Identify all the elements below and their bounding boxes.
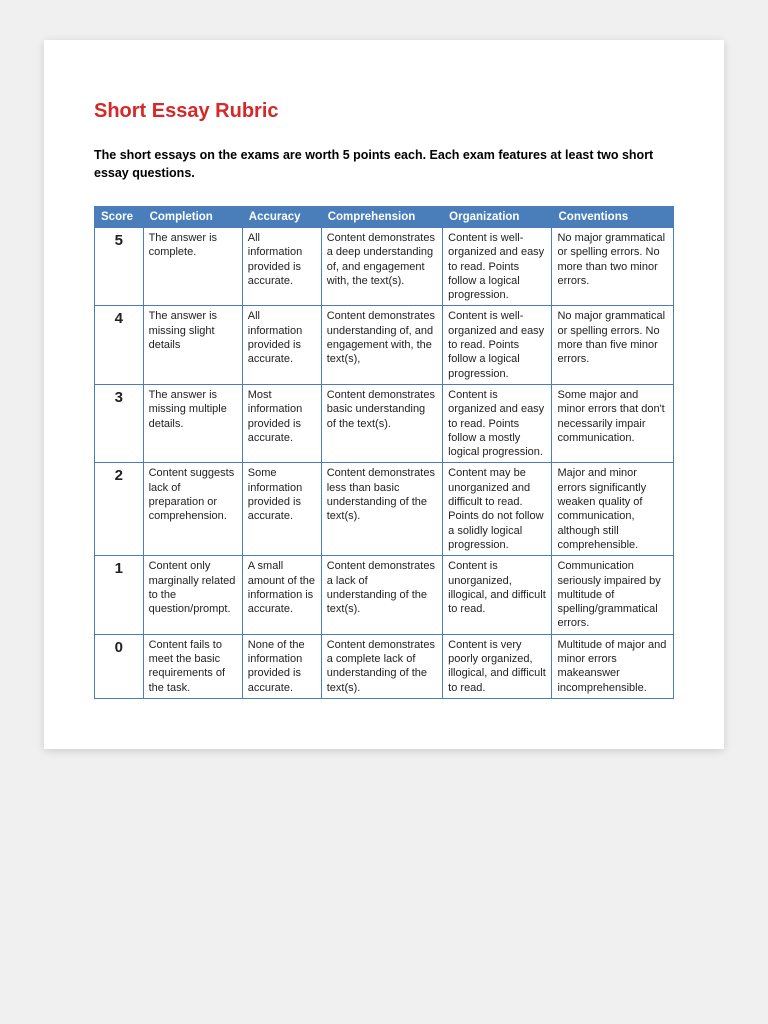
organization-cell: Content is well-organized and easy to re…	[443, 306, 552, 384]
conventions-cell: Major and minor errors significantly wea…	[552, 463, 674, 556]
conventions-cell: No major grammatical or spelling errors.…	[552, 228, 674, 306]
table-row: 4 The answer is missing slight details A…	[95, 306, 674, 384]
conventions-cell: No major grammatical or spelling errors.…	[552, 306, 674, 384]
score-cell: 2	[95, 463, 144, 556]
completion-cell: Content suggests lack of preparation or …	[143, 463, 242, 556]
completion-cell: The answer is missing multiple details.	[143, 384, 242, 462]
score-cell: 5	[95, 228, 144, 306]
comprehension-cell: Content demonstrates understanding of, a…	[321, 306, 442, 384]
col-header-completion: Completion	[143, 207, 242, 228]
organization-cell: Content is organized and easy to read. P…	[443, 384, 552, 462]
table-row: 2 Content suggests lack of preparation o…	[95, 463, 674, 556]
comprehension-cell: Content demonstrates a complete lack of …	[321, 634, 442, 698]
accuracy-cell: All information provided is accurate.	[242, 228, 321, 306]
accuracy-cell: Most information provided is accurate.	[242, 384, 321, 462]
score-cell: 0	[95, 634, 144, 698]
organization-cell: Content may be unorganized and difficult…	[443, 463, 552, 556]
completion-cell: Content fails to meet the basic requirem…	[143, 634, 242, 698]
page-title: Short Essay Rubric	[94, 100, 674, 123]
accuracy-cell: All information provided is accurate.	[242, 306, 321, 384]
table-row: 0 Content fails to meet the basic requir…	[95, 634, 674, 698]
col-header-accuracy: Accuracy	[242, 207, 321, 228]
accuracy-cell: Some information provided is accurate.	[242, 463, 321, 556]
score-cell: 3	[95, 384, 144, 462]
table-row: 1 Content only marginally related to the…	[95, 556, 674, 634]
score-cell: 4	[95, 306, 144, 384]
completion-cell: The answer is missing slight details	[143, 306, 242, 384]
comprehension-cell: Content demonstrates a lack of understan…	[321, 556, 442, 634]
table-row: 5 The answer is complete. All informatio…	[95, 228, 674, 306]
document-page: Short Essay Rubric The short essays on t…	[44, 40, 724, 749]
conventions-cell: Communication seriously impaired by mult…	[552, 556, 674, 634]
completion-cell: Content only marginally related to the q…	[143, 556, 242, 634]
table-header-row: Score Completion Accuracy Comprehension …	[95, 207, 674, 228]
rubric-table: Score Completion Accuracy Comprehension …	[94, 206, 674, 699]
score-cell: 1	[95, 556, 144, 634]
accuracy-cell: None of the information provided is accu…	[242, 634, 321, 698]
col-header-score: Score	[95, 207, 144, 228]
table-row: 3 The answer is missing multiple details…	[95, 384, 674, 462]
intro-text: The short essays on the exams are worth …	[94, 147, 674, 182]
col-header-conventions: Conventions	[552, 207, 674, 228]
organization-cell: Content is very poorly organized, illogi…	[443, 634, 552, 698]
organization-cell: Content is unorganized, illogical, and d…	[443, 556, 552, 634]
col-header-organization: Organization	[443, 207, 552, 228]
comprehension-cell: Content demonstrates a deep understandin…	[321, 228, 442, 306]
comprehension-cell: Content demonstrates basic understanding…	[321, 384, 442, 462]
conventions-cell: Multitude of major and minor errors make…	[552, 634, 674, 698]
organization-cell: Content is well-organized and easy to re…	[443, 228, 552, 306]
completion-cell: The answer is complete.	[143, 228, 242, 306]
accuracy-cell: A small amount of the information is acc…	[242, 556, 321, 634]
col-header-comprehension: Comprehension	[321, 207, 442, 228]
conventions-cell: Some major and minor errors that don't n…	[552, 384, 674, 462]
comprehension-cell: Content demonstrates less than basic und…	[321, 463, 442, 556]
